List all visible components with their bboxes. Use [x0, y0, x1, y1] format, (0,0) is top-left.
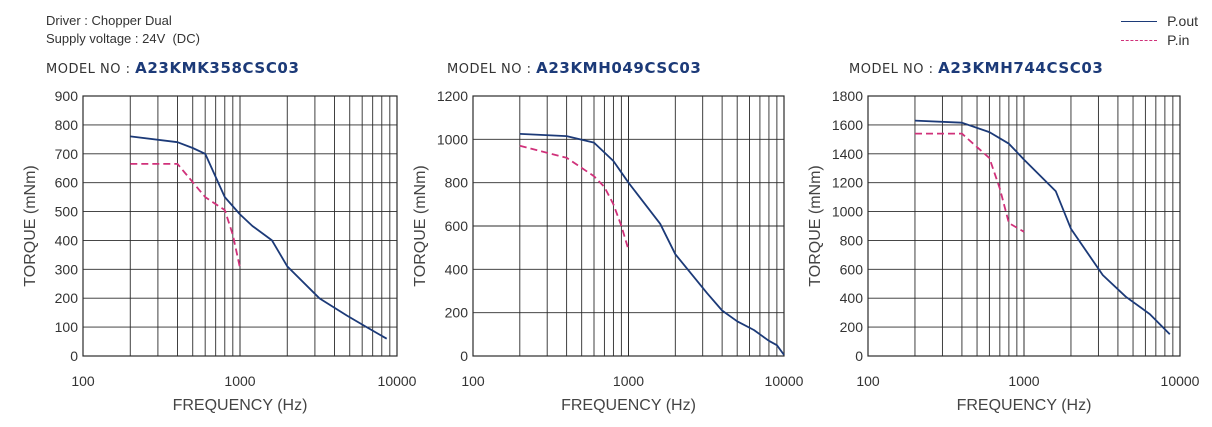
- y-tick-label: 600: [840, 261, 864, 277]
- series-line-pin: [519, 144, 630, 251]
- y-axis-label: TORQUE (mNm): [22, 165, 39, 286]
- y-tick-label: 700: [55, 146, 79, 162]
- y-tick-label: 200: [445, 305, 469, 321]
- y-tick-label: 0: [460, 348, 468, 364]
- model-number-label: MODEL NO : A23KMH744CSC03: [849, 59, 1103, 77]
- y-tick-label: 1200: [437, 88, 468, 104]
- y-tick-label: 500: [55, 204, 79, 220]
- driver-text: Driver : Chopper Dual: [46, 13, 172, 28]
- y-tick-label: 1400: [832, 146, 863, 162]
- header-info: Driver : Chopper Dual Supply voltage : 2…: [46, 12, 200, 48]
- y-tick-label: 800: [840, 232, 864, 248]
- plot-frame: [472, 95, 785, 357]
- torque-chart-2: MODEL NO : A23KMH049CSC03 0 200 400 600 800 10…: [412, 59, 804, 414]
- y-tick-label: 200: [55, 290, 79, 306]
- y-tick-label: 0: [855, 348, 863, 364]
- x-axis-label: FREQUENCY (Hz): [957, 397, 1092, 414]
- x-axis-label: FREQUENCY (Hz): [173, 397, 308, 414]
- x-tick-label: 100: [71, 373, 95, 389]
- legend-dashed-line-icon: [1121, 40, 1158, 41]
- x-tick-label: 10000: [378, 373, 417, 389]
- torque-chart-1: MODEL NO : A23KMK358CSC03 0 100 200 300 400 50…: [22, 59, 417, 414]
- model-prefix: MODEL NO :: [46, 62, 135, 77]
- x-tick-label: 1000: [613, 373, 644, 389]
- series-line-pout: [130, 135, 388, 340]
- series-line-pout: [519, 133, 785, 356]
- model-prefix: MODEL NO :: [849, 62, 938, 77]
- y-tick-label: 600: [445, 218, 469, 234]
- y-tick-label: 200: [840, 319, 864, 335]
- legend-label-pout: P.out: [1167, 13, 1198, 29]
- y-tick-label: 400: [840, 290, 864, 306]
- model-code: A23KMH049CSC03: [536, 59, 701, 77]
- x-tick-label: 10000: [1161, 373, 1200, 389]
- model-code: A23KMH744CSC03: [938, 59, 1103, 77]
- y-tick-label: 600: [55, 175, 79, 191]
- legend-item-pout: P.out: [1121, 12, 1198, 31]
- series-line-pout: [914, 119, 1171, 335]
- series-line-pin: [915, 132, 1025, 233]
- y-tick-label: 400: [445, 261, 469, 277]
- y-tick-label: 1200: [832, 175, 863, 191]
- x-tick-label: 100: [856, 373, 880, 389]
- y-tick-label: 1000: [437, 131, 468, 147]
- y-tick-label: 1800: [832, 88, 863, 104]
- model-code: A23KMK358CSC03: [135, 59, 299, 77]
- y-tick-label: 800: [55, 117, 79, 133]
- y-tick-label: 400: [55, 232, 79, 248]
- y-tick-label: 0: [70, 348, 78, 364]
- legend-label-pin: P.in: [1167, 32, 1190, 48]
- series-line-pin: [130, 162, 241, 269]
- y-tick-label: 100: [55, 319, 79, 335]
- legend-item-pin: P.in: [1121, 31, 1198, 50]
- y-tick-label: 300: [55, 261, 79, 277]
- legend: P.out P.in: [1121, 12, 1198, 50]
- legend-solid-line-icon: [1121, 21, 1158, 22]
- x-tick-label: 1000: [1008, 373, 1039, 389]
- torque-chart-3: MODEL NO : A23KMH744CSC03 0 200 400 600 800 10…: [807, 59, 1200, 414]
- y-axis-label: TORQUE (mNm): [412, 165, 429, 286]
- y-tick-label: 1000: [832, 204, 863, 220]
- model-prefix: MODEL NO :: [447, 62, 536, 77]
- x-axis-label: FREQUENCY (Hz): [561, 397, 696, 414]
- x-tick-label: 1000: [224, 373, 255, 389]
- model-number-label: MODEL NO : A23KMK358CSC03: [46, 59, 300, 77]
- supply-voltage-text: Supply voltage : 24V (DC): [46, 31, 200, 46]
- model-number-label: MODEL NO : A23KMH049CSC03: [447, 59, 701, 77]
- y-tick-label: 900: [55, 88, 79, 104]
- x-tick-label: 100: [461, 373, 485, 389]
- y-tick-label: 1600: [832, 117, 863, 133]
- x-tick-label: 10000: [765, 373, 804, 389]
- plot-frame: [867, 95, 1181, 357]
- y-tick-label: 800: [445, 175, 469, 191]
- plot-frame: [82, 95, 398, 357]
- y-axis-label: TORQUE (mNm): [807, 165, 824, 286]
